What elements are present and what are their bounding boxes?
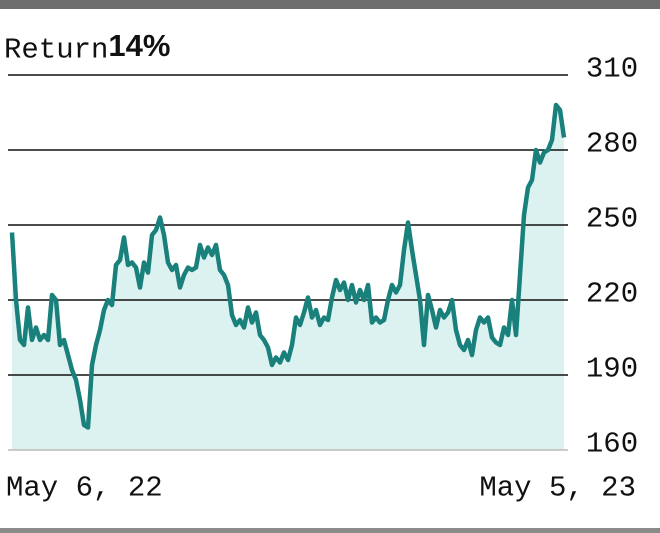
x-tick-label: May 5, 23 — [479, 472, 636, 505]
x-tick-label: May 6, 22 — [6, 472, 163, 505]
chart-title: Return — [4, 34, 108, 67]
top-bar — [0, 0, 660, 9]
y-tick-label: 220 — [586, 278, 638, 311]
bottom-bar — [0, 528, 660, 533]
area-fill — [12, 105, 564, 450]
return-line — [9, 102, 567, 430]
return-value: 14% — [108, 28, 170, 63]
y-tick-label: 310 — [586, 53, 638, 86]
y-tick-label: 280 — [586, 128, 638, 161]
y-tick-label: 250 — [586, 203, 638, 236]
y-tick-label: 190 — [586, 353, 638, 386]
y-tick-label: 160 — [586, 428, 638, 461]
